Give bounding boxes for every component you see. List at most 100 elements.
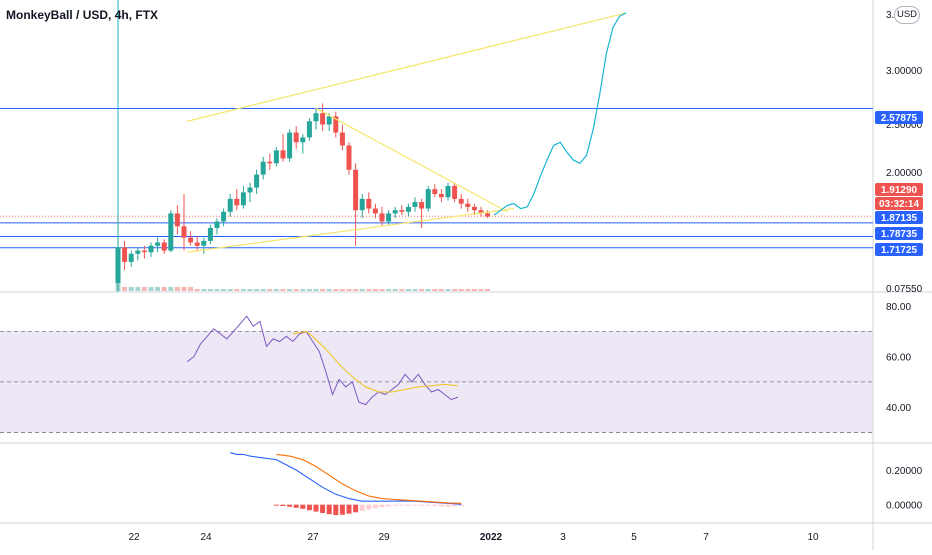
macd-histogram-bar (458, 504, 464, 507)
price-label-text: 03:32:14 (879, 199, 919, 210)
macd-histogram-bar (300, 504, 306, 509)
macd-histogram-bar (366, 504, 372, 510)
volume-bar (386, 289, 392, 291)
volume-bar (267, 289, 273, 291)
candle (260, 161, 266, 175)
candle (438, 194, 444, 198)
volume-bar (148, 287, 154, 291)
time-axis-tick: 29 (378, 532, 390, 543)
volume-bar (260, 289, 266, 291)
volume-bar (320, 289, 326, 291)
candle (201, 240, 207, 246)
price-label-badge[interactable] (875, 183, 923, 196)
candle (478, 210, 484, 214)
volume-bar (399, 289, 405, 291)
candle (115, 247, 121, 283)
macd-histogram-bar (333, 504, 339, 516)
macd-histogram-bar (346, 504, 352, 514)
trendline[interactable] (315, 107, 508, 213)
time-axis-tick: 3 (560, 532, 566, 543)
macd-histogram-bar (432, 504, 438, 507)
candle (207, 227, 213, 241)
candle (392, 210, 398, 214)
candle (366, 198, 372, 209)
candle (372, 208, 378, 214)
candle (214, 221, 220, 228)
candle (353, 169, 359, 211)
candle (333, 116, 339, 133)
price-axis-tick: 0.07550 (886, 284, 923, 295)
macd-histogram-bar (280, 504, 286, 507)
price-label-badge[interactable] (875, 227, 923, 240)
candle (122, 247, 128, 262)
candle (471, 206, 477, 211)
volume-bar (419, 289, 425, 291)
macd-histogram-bar (445, 504, 451, 507)
macd-axis-tick: 0.20000 (886, 466, 923, 477)
macd-histogram-bar (412, 504, 418, 506)
volume-bar (346, 289, 352, 291)
price-label-badge[interactable] (875, 197, 923, 210)
volume-bar (372, 289, 378, 291)
rsi-axis-tick: 80.00 (886, 302, 911, 313)
time-axis-tick: 2022 (480, 532, 503, 543)
macd-histogram-bar (306, 504, 312, 511)
trendline[interactable] (187, 12, 627, 122)
price-label-badge[interactable] (875, 211, 923, 224)
candle (320, 113, 326, 125)
volume-bar (155, 287, 161, 291)
volume-bar (313, 289, 319, 291)
macd-line (230, 452, 462, 505)
volume-bar (405, 289, 411, 291)
macd-histogram-bar (287, 504, 293, 507)
candle (128, 253, 134, 262)
currency-button[interactable]: USD (894, 6, 920, 24)
volume-bar (201, 289, 207, 291)
candle (405, 206, 411, 212)
candle (254, 174, 260, 188)
candle (221, 211, 227, 222)
volume-bar (141, 287, 147, 291)
candle (188, 237, 194, 243)
volume-bar (306, 289, 312, 291)
candle (425, 189, 431, 209)
volume-bar (168, 287, 174, 291)
candle (399, 210, 405, 212)
candle (445, 185, 451, 198)
volume-bar (214, 289, 220, 291)
candle (234, 198, 240, 206)
candle (458, 198, 464, 204)
macd-histogram-bar (293, 504, 299, 508)
volume-bar (465, 289, 471, 291)
candle (267, 161, 273, 164)
macd-histogram-bar (313, 504, 319, 512)
price-label-text: 2.57875 (881, 113, 918, 124)
volume-bar (445, 289, 451, 291)
candle (346, 145, 352, 170)
candle (148, 245, 154, 253)
volume-bar (326, 289, 332, 291)
price-label-badge[interactable] (875, 243, 923, 256)
candle (293, 132, 299, 143)
volume-bar (122, 287, 128, 291)
trendline[interactable] (187, 207, 515, 253)
candle (386, 213, 392, 222)
candle (168, 213, 174, 251)
projection-path[interactable] (493, 12, 627, 216)
candle (161, 242, 167, 251)
time-axis-tick: 7 (703, 532, 709, 543)
volume-bar (425, 289, 431, 291)
candle (326, 116, 332, 125)
volume-bar (438, 289, 444, 291)
volume-bar (485, 289, 491, 291)
macd-histogram-bar (419, 504, 425, 506)
volume-bar (247, 289, 253, 291)
candle (379, 213, 385, 222)
candle (432, 189, 438, 194)
price-label-badge[interactable] (875, 111, 923, 124)
macd-histogram-bar (320, 504, 326, 513)
volume-bar (412, 289, 418, 291)
time-axis-tick: 5 (631, 532, 637, 543)
